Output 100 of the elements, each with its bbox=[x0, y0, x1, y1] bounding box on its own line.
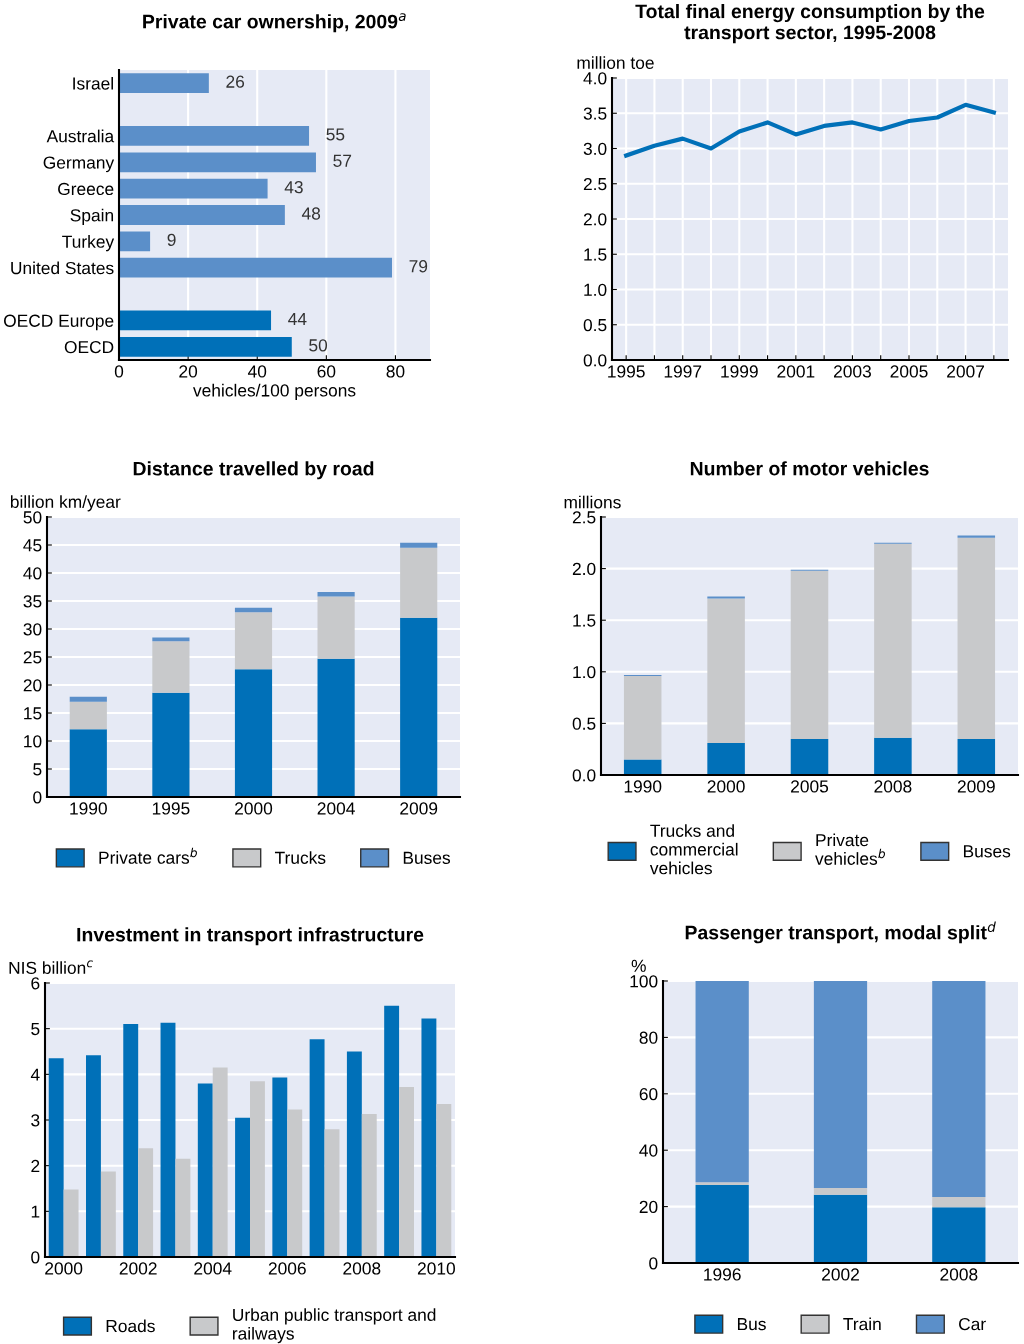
data-label: 44 bbox=[288, 313, 307, 325]
bar bbox=[119, 257, 392, 278]
x-tick-label: 0 bbox=[114, 365, 124, 378]
y-tick-label: 6 bbox=[31, 977, 40, 990]
bar bbox=[119, 73, 209, 94]
y-tick-label: 1.0 bbox=[584, 283, 607, 296]
legend-label: Bus bbox=[737, 1318, 766, 1331]
bar bbox=[874, 737, 912, 775]
chart-title: Number of motor vehicles bbox=[690, 461, 929, 476]
x-tick-label: 2000 bbox=[235, 802, 273, 815]
bar bbox=[707, 598, 745, 744]
y-axis-title: % bbox=[631, 959, 646, 972]
x-tick-label: 1996 bbox=[704, 1268, 741, 1281]
y-tick-label: Turkey bbox=[62, 235, 115, 252]
x-tick-label: 20 bbox=[179, 365, 198, 378]
bar bbox=[152, 641, 190, 693]
y-axis-title: billion km/year bbox=[10, 495, 121, 512]
chart-title: Passenger transport, modal split$^{d}$ bbox=[685, 921, 996, 944]
legend-label: Trucks and commercial vehicles bbox=[649, 824, 738, 875]
x-tick-label: 2000 bbox=[45, 1262, 83, 1275]
y-axis-title: NIS billion$^{c}$ bbox=[9, 960, 93, 974]
y-tick-label: Greece bbox=[58, 182, 114, 196]
y-tick-label: Germany bbox=[43, 156, 115, 173]
bar bbox=[813, 981, 868, 1188]
bar bbox=[234, 612, 273, 670]
y-tick-label: 50 bbox=[23, 511, 42, 524]
chart-title: Total final energy consumption by the transport sector, 1995-2008 bbox=[635, 3, 985, 44]
data-label: 9 bbox=[167, 233, 176, 247]
bar bbox=[813, 1187, 868, 1195]
y-tick-label: 35 bbox=[23, 595, 42, 608]
y-tick-label: 3 bbox=[31, 1114, 40, 1127]
y-tick-label: Australia bbox=[46, 129, 115, 143]
bar bbox=[272, 1077, 288, 1257]
x-tick-label: 2009 bbox=[400, 802, 438, 815]
x-tick-label: 2003 bbox=[833, 365, 871, 378]
y-tick-label: 40 bbox=[639, 1144, 658, 1157]
legend-label: Car bbox=[959, 1317, 986, 1331]
x-tick-label: 2008 bbox=[343, 1262, 381, 1275]
bar bbox=[957, 535, 996, 538]
bar bbox=[119, 231, 151, 252]
y-tick-label: 20 bbox=[23, 679, 42, 692]
x-tick-label: 2008 bbox=[874, 780, 912, 793]
x-tick-label: 1997 bbox=[664, 365, 702, 378]
legend-label: Private cars$^{b}$ bbox=[99, 847, 197, 864]
y-tick-label: 1.5 bbox=[573, 614, 596, 627]
y-tick-label: 2.5 bbox=[583, 177, 607, 191]
legend-label: Urban public transport and railways bbox=[232, 1308, 436, 1344]
x-tick-label: 2001 bbox=[777, 365, 815, 378]
bar bbox=[234, 669, 273, 797]
x-tick-label: 2010 bbox=[417, 1262, 455, 1275]
y-tick-label: 2.0 bbox=[572, 562, 596, 576]
x-tick-label: 40 bbox=[247, 365, 267, 378]
bar bbox=[790, 738, 829, 775]
bar bbox=[346, 1051, 362, 1257]
bar bbox=[119, 205, 285, 225]
y-tick-label: 60 bbox=[639, 1087, 658, 1101]
bar bbox=[119, 152, 316, 173]
bar bbox=[707, 743, 745, 775]
y-tick-label: United States bbox=[11, 261, 114, 275]
y-tick-label: 45 bbox=[23, 539, 42, 552]
y-tick-label: 2.5 bbox=[572, 511, 596, 524]
bar bbox=[160, 1022, 176, 1257]
y-tick-label: 0.0 bbox=[572, 769, 596, 782]
x-tick-label: 80 bbox=[386, 365, 405, 378]
bar bbox=[123, 1024, 139, 1257]
chart-title: Private car ownership, 2009$^{a}$ bbox=[143, 13, 406, 33]
x-tick-label: 2005 bbox=[791, 780, 829, 793]
y-tick-label: 1.0 bbox=[573, 665, 596, 679]
data-label: 26 bbox=[226, 75, 245, 88]
line-series bbox=[624, 102, 996, 158]
y-tick-label: 20 bbox=[639, 1200, 658, 1214]
bar bbox=[152, 637, 190, 642]
bar bbox=[100, 1171, 116, 1257]
bar bbox=[119, 310, 272, 331]
x-tick-label: 2002 bbox=[119, 1262, 157, 1275]
chart-title: Distance travelled by road bbox=[133, 461, 374, 480]
legend-label: Train bbox=[843, 1317, 881, 1331]
x-tick-label: 2005 bbox=[890, 365, 928, 378]
bar bbox=[932, 1207, 986, 1263]
bar bbox=[287, 1109, 303, 1257]
bar bbox=[48, 1058, 64, 1257]
bar bbox=[309, 1039, 325, 1257]
legend-label: Buses bbox=[403, 851, 451, 864]
bar bbox=[957, 738, 996, 775]
bar bbox=[874, 543, 912, 738]
x-tick-label: 1990 bbox=[624, 780, 662, 793]
y-tick-label: 0 bbox=[31, 1251, 40, 1264]
y-tick-label: 15 bbox=[24, 707, 42, 720]
bar bbox=[957, 537, 996, 739]
x-tick-label: 2007 bbox=[947, 365, 985, 378]
y-tick-label: Israel bbox=[73, 76, 113, 90]
y-tick-label: 0.0 bbox=[583, 354, 607, 367]
y-tick-label: 0 bbox=[33, 791, 42, 804]
data-label: 43 bbox=[284, 181, 303, 194]
bar bbox=[152, 692, 190, 797]
y-tick-label: 30 bbox=[23, 623, 42, 636]
y-axis-title: millions bbox=[564, 495, 621, 509]
y-tick-label: 100 bbox=[630, 975, 658, 988]
chart-title: Investment in transport infrastructure bbox=[77, 927, 424, 946]
bar bbox=[400, 542, 438, 548]
